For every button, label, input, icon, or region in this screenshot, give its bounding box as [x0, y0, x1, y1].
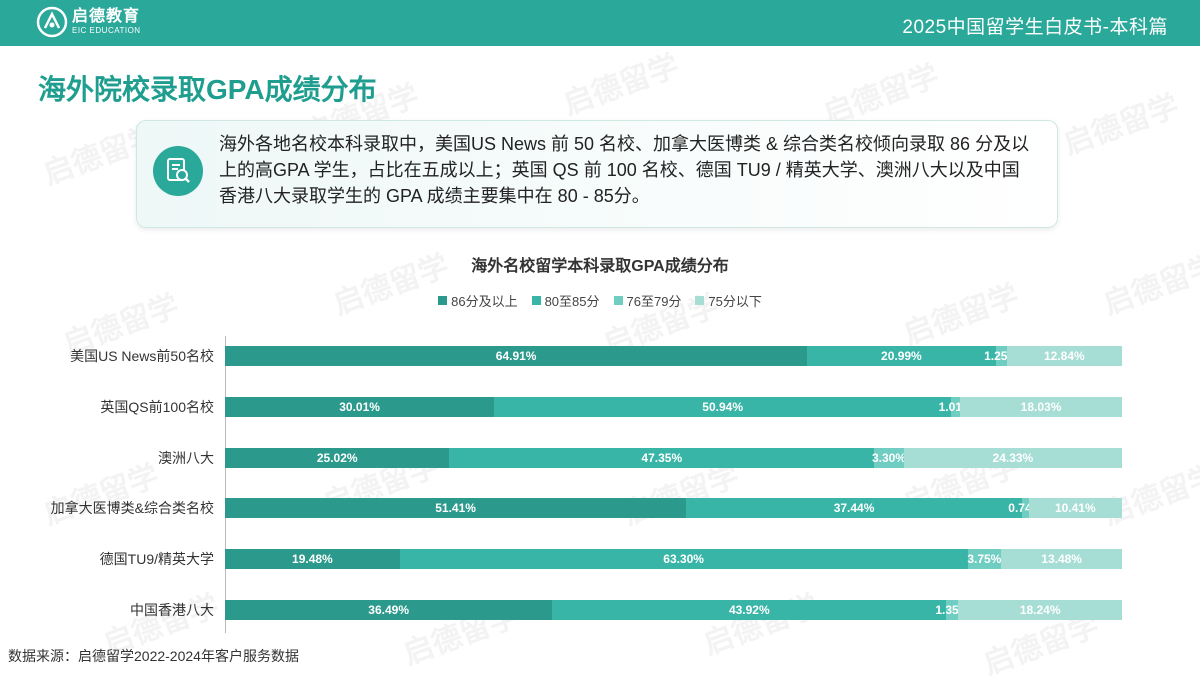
legend-label: 86分及以上 — [451, 294, 518, 309]
chart-title: 海外名校留学本科录取GPA成绩分布 — [471, 258, 729, 275]
y-axis-line — [225, 336, 226, 633]
data-label: 3.75% — [967, 552, 1002, 567]
data-label: 20.99% — [881, 349, 922, 363]
logo-icon — [36, 6, 68, 38]
data-label: 19.48% — [292, 552, 333, 567]
legend-swatch — [531, 296, 541, 305]
data-label: 43.92% — [728, 603, 770, 617]
gpa-chart: 海外名校留学本科录取GPA成绩分布 86分及以上 80至85分 76至79分 75分以… — [0, 240, 1200, 640]
data-label: 18.24% — [1019, 603, 1061, 617]
logo-subtitle: EIC EDUCATION — [72, 26, 141, 35]
legend-swatch — [438, 296, 448, 305]
data-label: 36.49% — [368, 603, 409, 617]
data-label: 51.41% — [435, 501, 476, 516]
data-label: 3.30% — [871, 450, 906, 465]
data-label: 12.84% — [1043, 349, 1085, 363]
summary-text: 海外各地名校本科录取中，美国US News 前 50 名校、加拿大医博类 & 综… — [219, 134, 1030, 206]
bar-segment — [225, 549, 400, 570]
legend-item: 75分以下 — [695, 291, 762, 310]
bar-segment — [903, 447, 1122, 468]
data-label: 37.44% — [833, 501, 875, 516]
bar-segment — [225, 447, 450, 468]
data-label: 24.33% — [992, 450, 1034, 465]
legend-label: 80至85分 — [544, 294, 600, 309]
document-search-icon — [153, 146, 203, 196]
data-label: 25.02% — [316, 450, 358, 465]
bar-segment — [807, 346, 996, 366]
legend-swatch — [613, 296, 623, 305]
category-label: 澳洲八大 — [158, 449, 214, 466]
data-label: 30.01% — [339, 399, 380, 414]
bar-segment — [946, 600, 959, 620]
legend-item: 80至85分 — [531, 291, 600, 310]
bar-segment — [449, 447, 875, 468]
logo-name: 启德教育 — [72, 8, 141, 25]
category-label: 中国香港八大 — [130, 602, 214, 618]
data-label: 64.91% — [495, 349, 537, 363]
report-title: 2025中国留学生白皮书-本科篇 — [902, 17, 1168, 38]
data-label: 47.35% — [641, 450, 683, 465]
bar-segment — [225, 600, 553, 620]
bar-segment — [225, 498, 687, 519]
bar-segment — [995, 346, 1007, 366]
bar-segment — [967, 549, 1002, 570]
category-label: 英国QS前100名校 — [100, 398, 214, 415]
watermark-text: 启德留学 — [559, 49, 684, 122]
data-label: 50.94% — [702, 399, 743, 414]
page-title: 海外院校录取GPA成绩分布 — [38, 74, 377, 105]
bar-segment — [225, 396, 495, 417]
bar-segment — [1028, 498, 1122, 519]
data-label: 10.41% — [1054, 501, 1096, 516]
bar-segment — [1006, 346, 1122, 366]
legend-label: 76至79分 — [626, 294, 682, 309]
bar-segment — [958, 600, 1122, 620]
chart-plot: 美国US News前50名校 64.91% 20.99% 1.25% 12.84% 英国Q… — [0, 240, 1200, 640]
bar-segment — [951, 396, 961, 417]
watermark-text: 启德留学 — [1059, 89, 1184, 162]
bar-segment — [1021, 498, 1029, 519]
bar-segment — [399, 549, 968, 570]
data-label: 13.48% — [1041, 552, 1082, 567]
bar-segment — [494, 396, 952, 417]
summary-box: 海外各地名校本科录取中，美国US News 前 50 名校、加拿大医博类 & 综… — [136, 120, 1058, 228]
category-label: 德国TU9/精英大学 — [99, 551, 214, 568]
data-source: 数据来源：启德留学2022-2024年客户服务数据 — [8, 648, 299, 664]
legend-item: 86分及以上 — [438, 291, 518, 310]
legend-swatch — [695, 296, 705, 305]
category-label: 加拿大医博类&综合类名校 — [50, 500, 214, 517]
chart-legend: 86分及以上 80至85分 76至79分 75分以下 — [0, 291, 1200, 310]
legend-item: 76至79分 — [613, 291, 682, 310]
category-label: 美国US News前50名校 — [70, 348, 214, 364]
header-bar: 启德教育 EIC EDUCATION 2025中国留学生白皮书-本科篇 — [0, 0, 1200, 46]
bar-segment — [552, 600, 947, 620]
data-label: 18.03% — [1020, 399, 1062, 414]
bar-segment — [1001, 549, 1123, 570]
bar-segment — [686, 498, 1022, 519]
bar-segment — [874, 447, 904, 468]
bar-segment — [225, 346, 808, 366]
logo: 启德教育 EIC EDUCATION — [36, 6, 141, 38]
bar-segment — [960, 396, 1122, 417]
data-label: 63.30% — [663, 552, 704, 567]
legend-label: 75分以下 — [708, 294, 762, 309]
